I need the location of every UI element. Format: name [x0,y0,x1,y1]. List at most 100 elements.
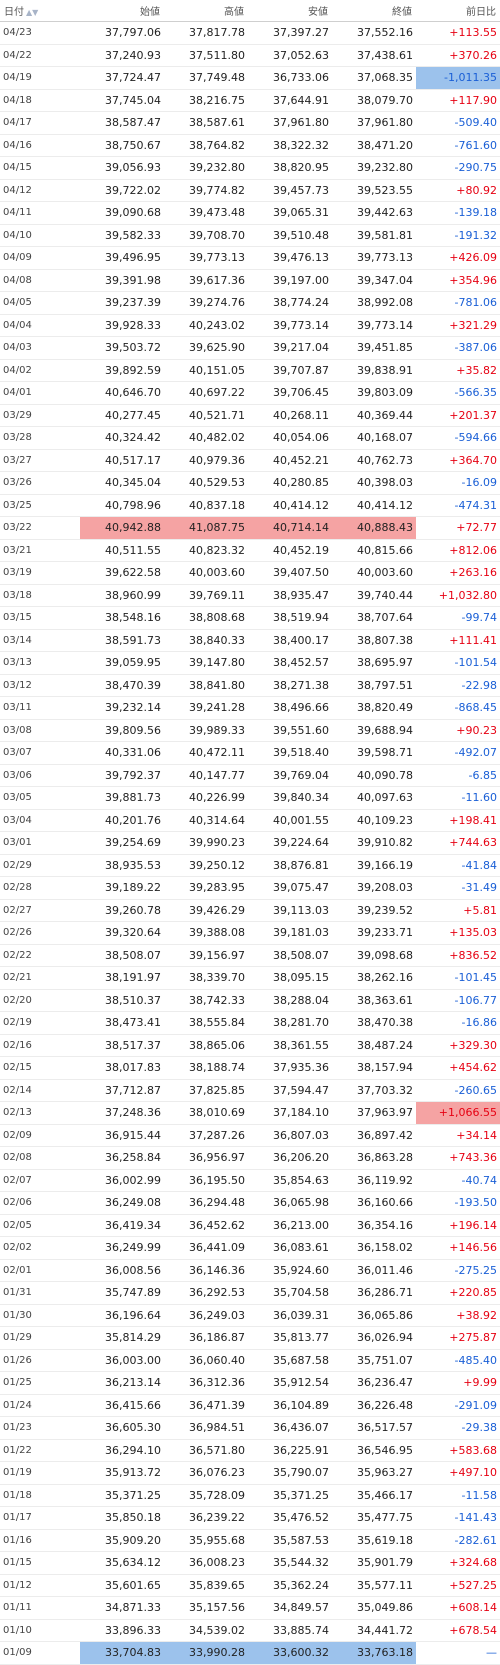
table-row: 03/15 38,548.16 38,808.68 38,519.94 38,707.6… [0,606,500,630]
date-cell: 01/11 [0,1596,80,1620]
change-cell: +117.90 [416,89,500,112]
open-cell: 35,909.20 [80,1529,164,1552]
high-cell: 37,287.26 [164,1124,248,1147]
table-row: 03/21 40,511.55 40,823.32 40,452.19 40,815.6… [0,539,500,562]
low-cell: 35,587.53 [248,1529,332,1552]
high-cell: 36,060.40 [164,1349,248,1372]
low-column-header: 安値 [248,0,332,22]
date-column-header[interactable]: 日付 ▲▼ [0,0,80,22]
low-cell: 40,452.19 [248,539,332,562]
table-row: 03/06 39,792.37 40,147.77 39,769.04 40,090.7… [0,764,500,787]
close-cell: 34,441.72 [332,1619,416,1642]
date-cell: 01/12 [0,1574,80,1597]
close-cell: 36,517.57 [332,1416,416,1440]
table-row: 04/22 37,240.93 37,511.80 37,052.63 37,438.6… [0,44,500,67]
date-cell: 04/12 [0,179,80,202]
close-cell: 39,208.03 [332,876,416,900]
close-cell: 37,438.61 [332,44,416,67]
high-cell: 36,294.48 [164,1191,248,1215]
high-cell: 39,283.95 [164,876,248,900]
close-cell: 38,820.49 [332,696,416,720]
change-cell: +812.06 [416,539,500,562]
change-cell: +135.03 [416,921,500,945]
date-cell: 03/15 [0,606,80,630]
change-cell: — [416,1641,500,1665]
high-cell: 39,388.08 [164,921,248,945]
close-cell: 40,398.03 [332,471,416,495]
close-column-header: 終値 [332,0,416,22]
table-row: 03/12 38,470.39 38,841.80 38,271.38 38,797.5… [0,674,500,697]
table-row: 03/29 40,277.45 40,521.71 40,268.11 40,369.4… [0,404,500,427]
change-cell: +583.68 [416,1439,500,1462]
high-cell: 35,839.65 [164,1574,248,1597]
table-header-row: 日付 ▲▼ 始値 高値 安値 終値 前日比 [0,0,500,22]
low-cell: 39,113.03 [248,899,332,922]
open-cell: 37,745.04 [80,89,164,112]
close-cell: 35,901.79 [332,1551,416,1575]
high-cell: 35,728.09 [164,1484,248,1507]
change-column-header: 前日比 [416,0,500,22]
high-cell: 39,989.33 [164,719,248,742]
low-cell: 36,436.07 [248,1416,332,1440]
open-cell: 38,470.39 [80,674,164,697]
change-cell: +111.41 [416,629,500,652]
high-cell: 36,312.36 [164,1371,248,1395]
close-cell: 36,026.94 [332,1326,416,1350]
table-row: 03/01 39,254.69 39,990.23 39,224.64 39,910.8… [0,831,500,855]
close-cell: 37,961.80 [332,111,416,135]
low-cell: 39,407.50 [248,561,332,585]
high-cell: 40,979.36 [164,449,248,472]
change-cell: +321.29 [416,314,500,337]
low-cell: 35,854.63 [248,1169,332,1192]
table-row: 03/13 39,059.95 39,147.80 38,452.57 38,695.9… [0,651,500,675]
open-cell: 38,935.53 [80,854,164,877]
sort-arrows-icon[interactable]: ▲▼ [26,8,39,17]
change-cell: -260.65 [416,1079,500,1102]
table-row: 04/08 39,391.98 39,617.36 39,197.00 39,347.0… [0,269,500,292]
close-cell: 39,523.55 [332,179,416,202]
open-cell: 39,582.33 [80,224,164,247]
high-cell: 40,243.02 [164,314,248,337]
date-cell: 03/11 [0,696,80,720]
change-cell: -282.61 [416,1529,500,1552]
open-cell: 38,750.67 [80,134,164,157]
change-cell: -141.43 [416,1506,500,1530]
table-row: 02/28 39,189.22 39,283.95 39,075.47 39,208.0… [0,876,500,900]
date-cell: 02/08 [0,1146,80,1170]
close-cell: 38,695.97 [332,651,416,675]
table-row: 02/21 38,191.97 38,339.70 38,095.15 38,262.1… [0,966,500,990]
high-cell: 37,825.85 [164,1079,248,1102]
open-cell: 35,850.18 [80,1506,164,1530]
close-cell: 38,079.70 [332,89,416,112]
date-cell: 02/26 [0,921,80,945]
table-row: 02/07 36,002.99 36,195.50 35,854.63 36,119.9… [0,1169,500,1192]
open-cell: 38,591.73 [80,629,164,652]
high-cell: 33,990.28 [164,1641,248,1665]
high-cell: 36,076.23 [164,1461,248,1485]
close-cell: 39,442.63 [332,201,416,225]
open-cell: 38,508.07 [80,944,164,967]
table-row: 01/22 36,294.10 36,571.80 36,225.91 36,546.9… [0,1439,500,1462]
open-cell: 40,331.06 [80,741,164,765]
open-cell: 40,201.76 [80,809,164,832]
date-cell: 01/26 [0,1349,80,1372]
low-cell: 33,885.74 [248,1619,332,1642]
high-cell: 35,157.56 [164,1596,248,1620]
change-cell: +146.56 [416,1236,500,1260]
close-cell: 40,815.66 [332,539,416,562]
date-cell: 02/20 [0,989,80,1012]
open-cell: 38,017.83 [80,1056,164,1080]
table-row: 04/12 39,722.02 39,774.82 39,457.73 39,523.5… [0,179,500,202]
open-cell: 35,601.65 [80,1574,164,1597]
table-row: 02/29 38,935.53 39,250.12 38,876.81 39,166.1… [0,854,500,877]
high-cell: 36,571.80 [164,1439,248,1462]
change-cell: -139.18 [416,201,500,225]
table-body: 04/23 37,797.06 37,817.78 37,397.27 37,552.1… [0,21,500,1665]
low-cell: 36,104.89 [248,1394,332,1417]
low-cell: 38,095.15 [248,966,332,990]
low-cell: 35,476.52 [248,1506,332,1530]
open-cell: 36,419.34 [80,1214,164,1237]
date-cell: 01/25 [0,1371,80,1395]
date-cell: 03/12 [0,674,80,697]
